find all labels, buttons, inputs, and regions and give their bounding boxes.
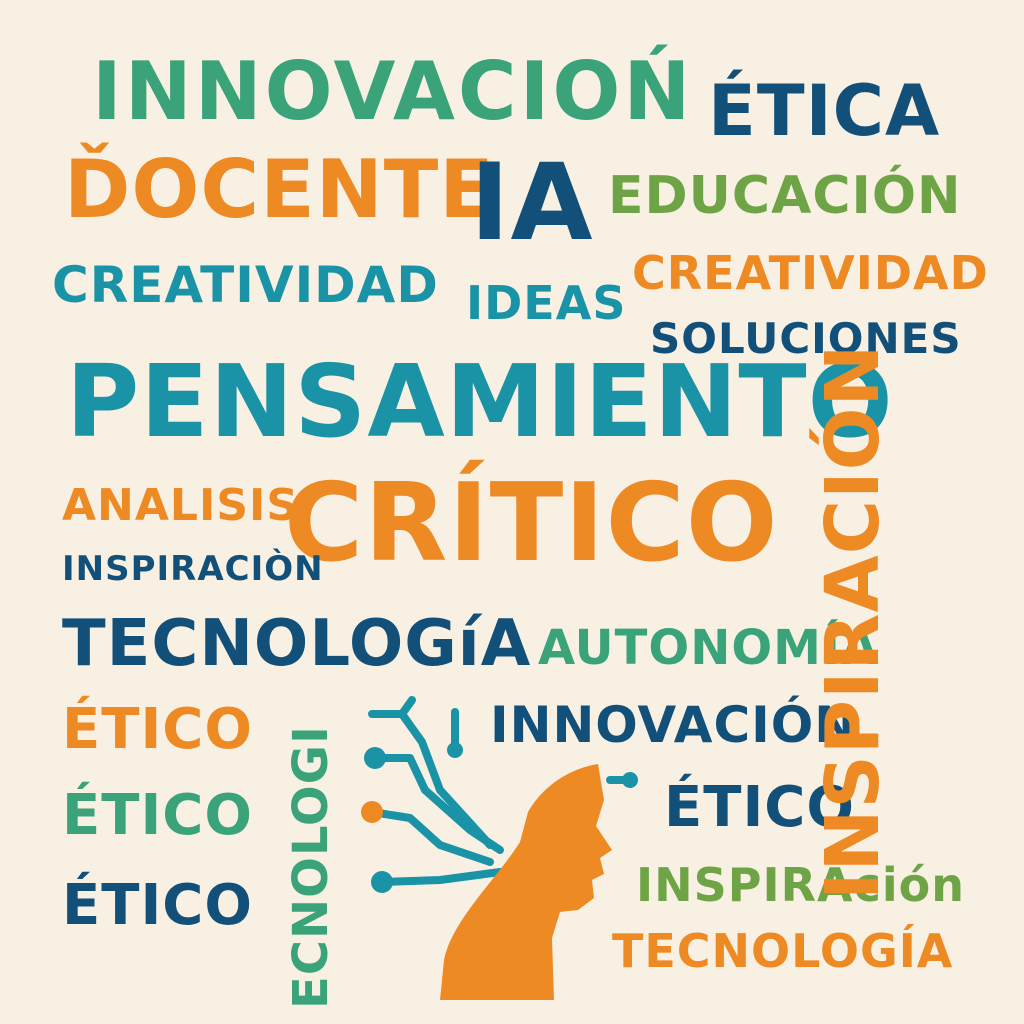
word-tecnologia-bottom: TECNOLOGÍA — [612, 924, 954, 978]
word-inspiracion-olive: INSPIRAción — [636, 858, 965, 912]
word-tecnologia-mid: TECNOLOGíA — [62, 607, 532, 681]
word-etica: ÉTICA — [708, 70, 941, 152]
head-profile-icon — [440, 764, 612, 1000]
word-educacion: EDUCACIÓN — [608, 166, 962, 226]
word-ideas: IDEAS — [466, 276, 627, 330]
word-pensamiento: PENSAMIENTO — [66, 343, 894, 460]
word-ia: IA — [470, 141, 594, 264]
word-etico-1: ÉTICO — [62, 697, 253, 762]
word-creatividad-right: CREATIVIDAD — [632, 246, 989, 300]
word-creatividad-left: CREATIVIDAD — [52, 256, 439, 314]
word-autonomia: AUTONOMÍA — [538, 620, 879, 676]
word-inspiracion-small: INSPIRACIÒN — [62, 549, 324, 589]
word-docente: ĎOCENTE — [64, 143, 495, 236]
word-innovacion-bottom: INNOVACIÓN — [490, 696, 858, 754]
word-etico-3: ÉTICO — [664, 775, 855, 840]
word-critico: CRÍTICO — [284, 461, 779, 586]
circuit-lines-icon — [368, 696, 634, 886]
word-soluciones: SOLUCIONES — [650, 314, 962, 363]
word-analisis: ANALISIS — [62, 480, 300, 531]
word-etico-4: ÉTICO — [62, 873, 253, 938]
word-innovacion-top: INNOVACIOŃ — [92, 45, 694, 138]
word-etico-2: ÉTICO — [62, 783, 253, 848]
